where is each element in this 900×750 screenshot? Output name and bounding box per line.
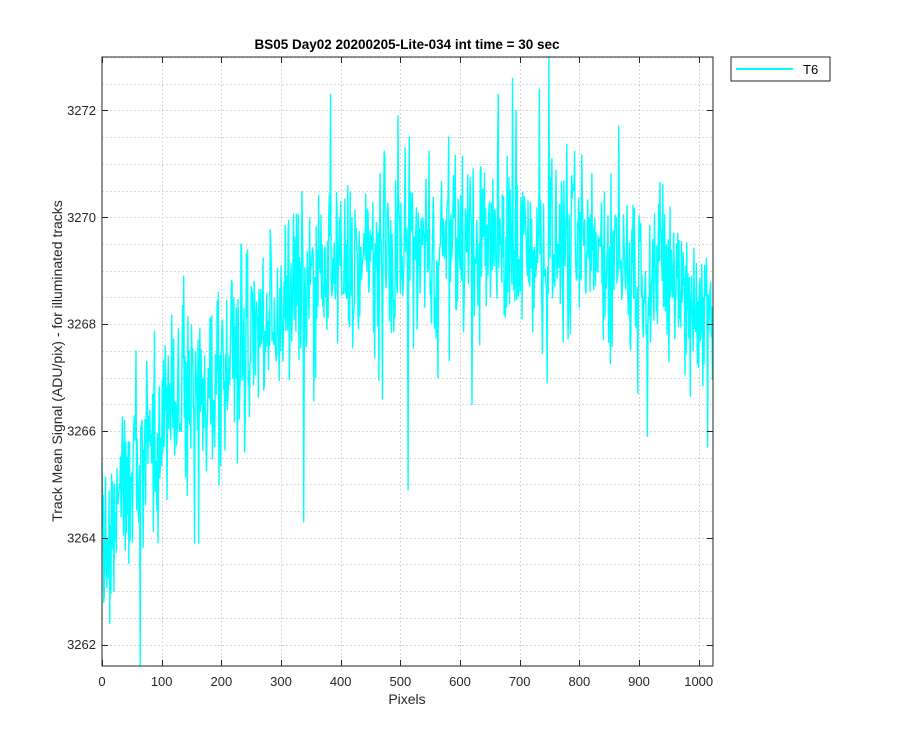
x-tick-label: 0: [98, 674, 105, 689]
y-axis-label: Track Mean Signal (ADU/pix) - for illumi…: [49, 200, 65, 522]
x-tick-label: 1000: [684, 674, 713, 689]
x-tick-label: 500: [389, 674, 411, 689]
y-tick-label: 3268: [67, 317, 96, 332]
x-tick-label: 700: [509, 674, 531, 689]
series-layer: [101, 56, 714, 667]
y-tick-label: 3266: [67, 423, 96, 438]
x-tick-label: 100: [151, 674, 173, 689]
x-tick-labels: 0 100 200 300 400 500 600 700 800 900 1000: [98, 674, 713, 689]
y-tick-label: 3262: [67, 637, 96, 652]
x-tick-label: 200: [210, 674, 232, 689]
plot-frame: [101, 56, 714, 667]
y-tick-label: 3264: [67, 530, 96, 545]
chart-title: BS05 Day02 20200205-Lite-034 int time = …: [254, 37, 560, 52]
series-line-t6: [101, 56, 714, 667]
x-tick-label: 400: [330, 674, 352, 689]
y-tick-label: 3270: [67, 210, 96, 225]
y-tick-labels: 3262 3264 3266 3268 3270 3272: [67, 103, 96, 652]
x-axis-label: Pixels: [388, 691, 425, 707]
x-tick-label: 900: [628, 674, 650, 689]
x-tick-label: 300: [270, 674, 292, 689]
x-tick-label: 600: [449, 674, 471, 689]
legend-label-t6: T6: [803, 62, 818, 77]
x-tick-label: 800: [568, 674, 590, 689]
legend: T6: [730, 56, 831, 82]
ticks: [102, 57, 713, 666]
y-tick-label: 3272: [67, 103, 96, 118]
